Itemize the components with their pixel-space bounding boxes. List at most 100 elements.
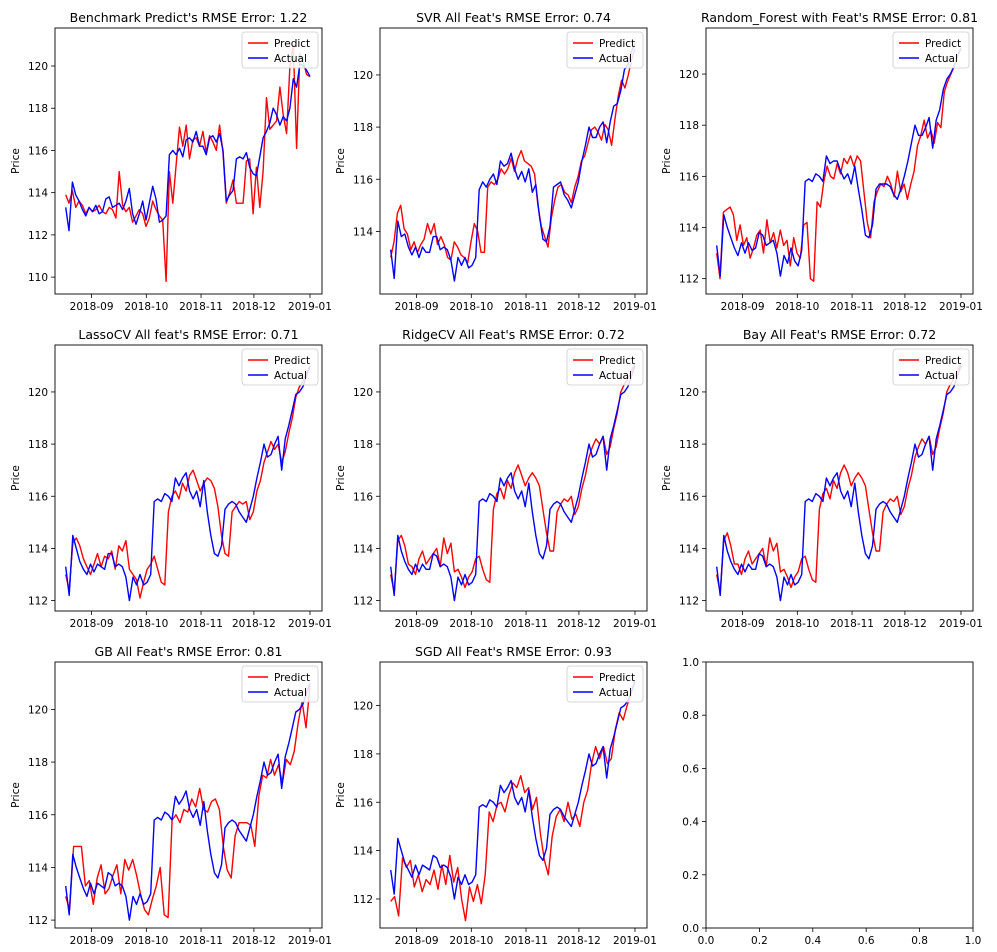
legend: Predict Actual	[241, 665, 319, 703]
legend: Predict Actual	[566, 665, 644, 703]
y-axis-label: Price	[10, 782, 22, 808]
y-axis-label: Price	[10, 148, 22, 174]
series-line-actual	[390, 365, 636, 602]
y-axis-label: Price	[661, 148, 673, 174]
legend-label: Predict	[274, 672, 310, 684]
legend-label: Actual	[925, 370, 958, 382]
x-tick-label: 2019-01	[939, 301, 983, 313]
y-tick-label: 116	[353, 491, 373, 503]
legend-label: Predict	[599, 38, 635, 50]
y-axis-label: Price	[10, 465, 22, 491]
subplot-title: RidgeCV All Feat's RMSE Error: 0.72	[402, 327, 625, 342]
x-tick-label: 2018-09	[721, 301, 765, 313]
x-tick-label: 2018-10	[124, 618, 168, 630]
x-tick-label: 2018-09	[70, 935, 114, 947]
x-tick-label: 2018-09	[70, 301, 114, 313]
y-tick-label: 112	[28, 596, 48, 608]
x-tick-label: 2018-11	[830, 301, 874, 313]
subplot-3: Random_Forest with Feat's RMSE Error: 0.…	[661, 10, 983, 313]
y-tick-label: 0.0	[682, 923, 699, 935]
x-tick-label: 2018-12	[883, 301, 927, 313]
y-tick-label: 114	[28, 188, 48, 200]
x-tick-label: 2018-11	[504, 618, 548, 630]
y-tick-label: 0.4	[682, 817, 699, 829]
x-tick-label: 2018-10	[449, 935, 493, 947]
y-tick-label: 112	[28, 915, 48, 927]
legend: Predict Actual	[241, 31, 319, 69]
x-tick-label: 0.0	[698, 935, 715, 947]
legend-box	[892, 31, 970, 69]
x-tick-label: 2018-10	[775, 301, 819, 313]
legend: Predict Actual	[892, 31, 970, 69]
x-tick-label: 2018-11	[504, 301, 548, 313]
legend-label: Predict	[925, 355, 961, 367]
legend-box	[241, 348, 319, 386]
legend-label: Predict	[274, 355, 310, 367]
series-line-predict	[716, 48, 962, 282]
y-tick-label: 120	[679, 387, 699, 399]
y-tick-label: 110	[28, 272, 48, 284]
legend-label: Actual	[599, 687, 632, 699]
subplot-8: SGD All Feat's RMSE Error: 0.93 112 114 116…	[335, 644, 657, 947]
y-tick-label: 120	[28, 61, 48, 73]
legend-label: Predict	[599, 672, 635, 684]
x-tick-label: 2019-01	[288, 935, 332, 947]
subplot-6: Bay All Feat's RMSE Error: 0.72 112 114 116…	[661, 327, 983, 630]
x-tick-label: 2018-11	[179, 618, 223, 630]
legend: Predict Actual	[241, 348, 319, 386]
y-tick-label: 112	[28, 230, 48, 242]
series-line-actual	[390, 681, 636, 900]
x-tick-label: 2019-01	[613, 618, 657, 630]
subplot-title: SGD All Feat's RMSE Error: 0.93	[415, 644, 612, 659]
axes-frame	[54, 27, 323, 295]
y-tick-label: 118	[353, 122, 373, 134]
y-tick-label: 120	[353, 701, 373, 713]
series-line-actual	[390, 43, 636, 282]
y-tick-label: 118	[28, 757, 48, 769]
subplot-1: Benchmark Predict's RMSE Error: 1.22 110 1…	[10, 10, 332, 313]
x-tick-label: 2018-11	[179, 935, 223, 947]
y-tick-label: 112	[353, 596, 373, 608]
legend-label: Actual	[274, 687, 307, 699]
y-tick-label: 118	[353, 439, 373, 451]
x-tick-label: 2018-12	[883, 618, 927, 630]
legend: Predict Actual	[892, 348, 970, 386]
y-tick-label: 112	[679, 274, 699, 286]
y-tick-label: 120	[28, 704, 48, 716]
subplot-title: Benchmark Predict's RMSE Error: 1.22	[70, 10, 308, 25]
legend-label: Actual	[274, 370, 307, 382]
x-tick-label: 2019-01	[288, 618, 332, 630]
x-tick-label: 2019-01	[288, 301, 332, 313]
y-tick-label: 116	[28, 810, 48, 822]
legend-box	[892, 348, 970, 386]
subplot-title: LassoCV All feat's RMSE Error: 0.71	[78, 327, 298, 342]
x-tick-label: 2018-09	[395, 301, 439, 313]
y-tick-label: 118	[353, 749, 373, 761]
y-tick-label: 114	[353, 846, 373, 858]
legend: Predict Actual	[566, 31, 644, 69]
y-tick-label: 120	[353, 70, 373, 82]
x-tick-label: 2018-12	[232, 618, 276, 630]
x-tick-label: 2018-12	[557, 935, 601, 947]
y-tick-label: 112	[353, 894, 373, 906]
subplot-2: SVR All Feat's RMSE Error: 0.74 114 116 118…	[335, 10, 657, 313]
legend-label: Actual	[274, 53, 307, 65]
y-tick-label: 120	[679, 69, 699, 81]
y-tick-label: 114	[28, 543, 48, 555]
y-tick-label: 116	[28, 491, 48, 503]
series-line-actual	[716, 48, 962, 277]
legend-box	[566, 31, 644, 69]
y-tick-label: 114	[679, 543, 699, 555]
legend-box	[241, 665, 319, 703]
legend-box	[241, 31, 319, 69]
y-tick-label: 118	[679, 439, 699, 451]
x-tick-label: 0.4	[804, 935, 821, 947]
legend-label: Predict	[925, 38, 961, 50]
y-tick-label: 118	[28, 103, 48, 115]
axes-frame	[705, 661, 974, 929]
legend-box	[566, 348, 644, 386]
series-line-actual	[65, 63, 311, 232]
subplot-title: Random_Forest with Feat's RMSE Error: 0.…	[701, 10, 978, 25]
x-tick-label: 0.6	[858, 935, 875, 947]
y-tick-label: 114	[679, 223, 699, 235]
